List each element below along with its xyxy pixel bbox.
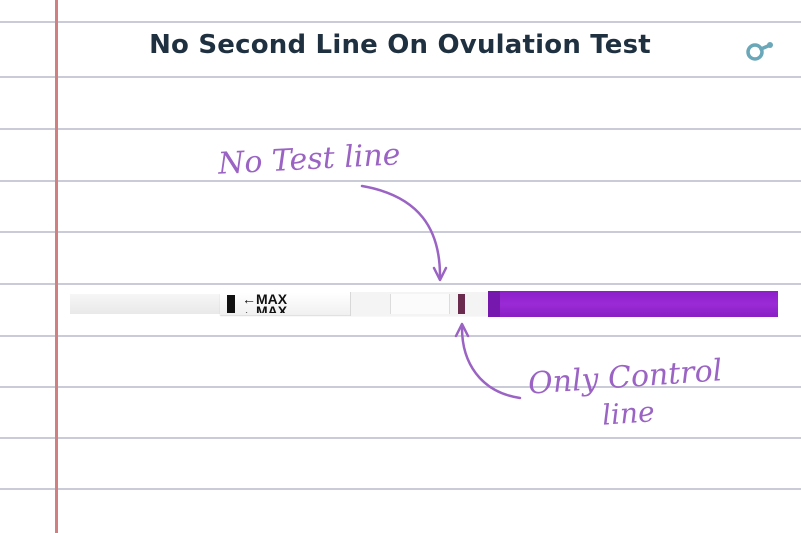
max-label: ←MAX ←MAX <box>242 291 288 313</box>
rule-line <box>0 76 801 78</box>
strip-black-mark <box>227 295 235 313</box>
rule-line <box>0 231 801 233</box>
rule-line <box>0 437 801 439</box>
rule-line <box>0 283 801 285</box>
max-arrow-icon: ← <box>242 291 256 307</box>
strip-handle <box>70 294 220 314</box>
rule-line <box>0 386 801 388</box>
test-line-zone <box>390 294 450 314</box>
rule-line <box>0 21 801 23</box>
strip-gap <box>482 292 490 316</box>
page-title: No Second Line On Ovulation Test <box>149 30 651 60</box>
rule-line <box>0 335 801 337</box>
max-label-text: MAX <box>256 305 288 313</box>
brand-logo-icon <box>746 42 773 61</box>
rule-line <box>0 488 801 490</box>
ovulation-test-strip: ←MAX ←MAX <box>70 291 778 317</box>
max-label-text: MAX <box>256 291 288 307</box>
absorbent-wick-edge <box>488 291 500 317</box>
control-line-annotation-word: line <box>600 395 656 432</box>
absorbent-wick <box>488 291 778 317</box>
margin-line <box>55 0 58 533</box>
rule-line <box>0 128 801 130</box>
control-line <box>458 294 465 314</box>
rule-line <box>0 180 801 182</box>
max-arrow-icon: ← <box>242 305 256 313</box>
